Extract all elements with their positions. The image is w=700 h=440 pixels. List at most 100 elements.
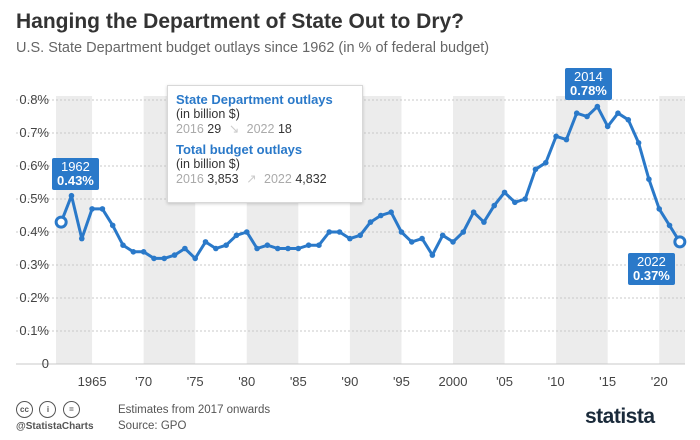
data-point	[439, 232, 446, 239]
data-point	[584, 113, 590, 120]
callout-end-value: 0.37%	[633, 268, 670, 283]
data-point	[450, 239, 456, 245]
data-point	[553, 133, 559, 140]
legend-state-value-a: 29	[207, 122, 222, 136]
data-point	[140, 249, 147, 255]
data-point	[120, 242, 126, 248]
data-point	[305, 242, 312, 248]
data-point	[151, 255, 157, 262]
data-point	[99, 206, 106, 212]
callout-peak: 2014 0.78%	[565, 68, 612, 100]
callout-peak-year: 2014	[573, 69, 603, 84]
y-tick-label: 0.3%	[19, 257, 49, 272]
data-point	[666, 222, 673, 229]
data-point	[625, 117, 632, 123]
data-point	[254, 245, 260, 252]
legend-total-value-a: 3,853	[207, 172, 239, 186]
data-point	[522, 196, 528, 202]
highlight-point	[54, 215, 68, 229]
legend-total-title: Total budget outlays	[176, 142, 303, 157]
data-point	[460, 229, 467, 235]
source-note: Source: GPO	[118, 420, 187, 432]
arrow-up-icon: ↗	[246, 172, 257, 186]
legend-total-unit: (in billion $)	[176, 157, 240, 171]
legend-state-year-b: 2022	[246, 122, 275, 136]
x-tick-label: '90	[341, 374, 358, 389]
data-point	[594, 103, 601, 110]
data-point	[512, 199, 518, 206]
legend-state-unit: (in billion $)	[176, 107, 240, 121]
legend-state-values: 2016 29 ↘ 2022 18	[176, 121, 354, 136]
data-point	[501, 189, 508, 196]
x-tick-label: '05	[496, 374, 513, 389]
social-handle: @StatistaCharts	[16, 421, 94, 432]
highlight-point	[673, 235, 687, 249]
arrow-down-icon: ↘	[228, 122, 240, 136]
data-point	[656, 206, 663, 212]
callout-end: 2022 0.37%	[628, 253, 675, 285]
callout-end-year: 2022	[636, 254, 666, 269]
x-tick-label: 1965	[78, 374, 107, 389]
data-point	[367, 219, 374, 225]
callout-peak-value: 0.78%	[570, 83, 607, 98]
data-point	[243, 229, 250, 235]
data-point	[202, 239, 209, 245]
data-point	[398, 229, 405, 235]
data-point	[563, 136, 570, 143]
data-point	[635, 140, 642, 146]
data-point	[285, 245, 291, 252]
legend-total-value-b: 4,832	[295, 172, 327, 186]
data-point	[604, 123, 611, 130]
data-point	[491, 202, 498, 209]
x-tick-label: '95	[393, 374, 410, 389]
x-tick-label: '20	[651, 374, 668, 389]
decade-band	[556, 96, 608, 364]
data-point	[573, 110, 580, 116]
y-tick-label: 0.8%	[19, 92, 49, 107]
decade-band	[452, 96, 505, 364]
data-point	[233, 232, 240, 239]
y-tick-label: 0.2%	[19, 290, 49, 305]
x-tick-label: '80	[238, 374, 255, 389]
legend-total-values: 2016 3,853 ↗ 2022 4,832	[176, 171, 354, 186]
data-point	[336, 229, 343, 235]
data-point	[388, 209, 394, 215]
callout-start: 1962 0.43%	[52, 158, 99, 190]
callout-start-value: 0.43%	[57, 173, 94, 188]
data-point	[429, 252, 436, 258]
legend-box: State Department outlays (in billion $) …	[167, 85, 363, 203]
data-point	[89, 206, 95, 212]
footer-notes: Estimates from 2017 onwards Source: GPO	[118, 402, 270, 434]
x-tick-label: '75	[187, 374, 204, 389]
data-point	[542, 159, 549, 166]
data-point	[326, 229, 333, 235]
data-point	[646, 176, 652, 182]
y-tick-label: 0.5%	[19, 191, 49, 206]
legend-total-year-a: 2016	[176, 172, 204, 186]
no-derivatives-icon: =	[62, 401, 80, 418]
data-point	[264, 242, 271, 248]
data-point	[223, 242, 229, 248]
data-point	[316, 242, 322, 248]
callout-start-year: 1962	[60, 159, 90, 174]
chart-subtitle: U.S. State Department budget outlays sin…	[16, 40, 490, 56]
data-point	[182, 245, 188, 252]
x-tick-label: '10	[548, 374, 565, 389]
data-point	[295, 245, 302, 252]
chart-title: Hanging the Department of State Out to D…	[16, 10, 465, 33]
legend-state-year-a: 2016	[176, 122, 204, 136]
data-point	[109, 222, 116, 229]
data-point	[481, 219, 487, 225]
creative-commons-icon: cc	[16, 401, 33, 418]
license-icons: cc i =	[16, 401, 82, 419]
data-point	[357, 232, 363, 239]
x-tick-label: '85	[290, 374, 307, 389]
data-point	[130, 249, 137, 255]
estimate-note: Estimates from 2017 onwards	[118, 404, 271, 416]
data-point	[470, 209, 477, 215]
legend-total-year-b: 2022	[264, 172, 292, 186]
decade-band	[56, 96, 93, 364]
data-point	[615, 110, 621, 116]
y-tick-label: 0.4%	[19, 224, 49, 239]
